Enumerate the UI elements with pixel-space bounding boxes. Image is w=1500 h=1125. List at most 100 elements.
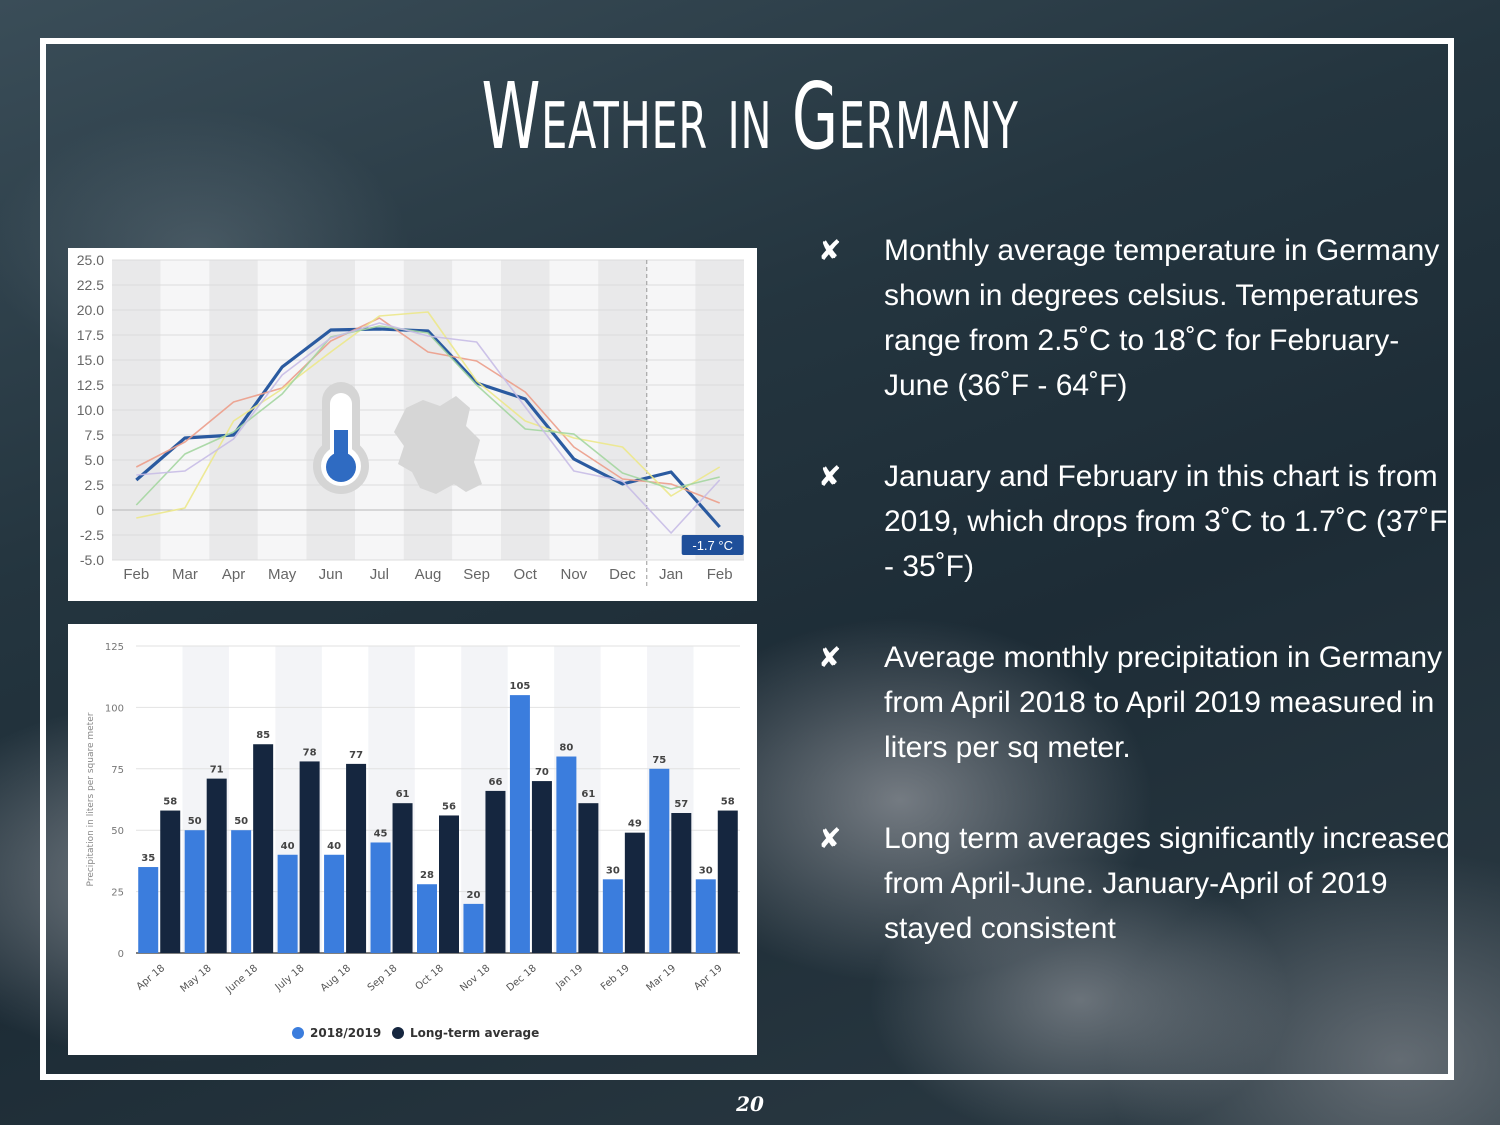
bullet-text: Long term averages significantly increas… bbox=[884, 822, 1453, 945]
x-tick-label: Jul bbox=[370, 566, 389, 583]
bar-2018-2019 bbox=[602, 879, 623, 953]
cross-mark-icon: ✘ bbox=[818, 461, 842, 492]
bar-2018-2019 bbox=[509, 695, 530, 953]
y-tick-label: 0 bbox=[118, 949, 124, 960]
series-line bbox=[136, 322, 721, 534]
y-tick-label: 5.0 bbox=[85, 452, 105, 468]
y-tick-label: 75 bbox=[111, 765, 124, 776]
y-tick-label: 22.5 bbox=[77, 277, 104, 293]
x-tick-label: Oct 18 bbox=[413, 963, 446, 993]
series-line-main bbox=[135, 327, 721, 529]
slide-title: Weather in Germany bbox=[481, 63, 1019, 170]
value-callout bbox=[681, 535, 744, 555]
x-tick-label: Mar 19 bbox=[645, 963, 679, 994]
bar-value-label: 61 bbox=[396, 789, 410, 800]
y-tick-label: 100 bbox=[105, 703, 124, 714]
bar-value-label: 30 bbox=[699, 865, 713, 876]
bar-long-term bbox=[206, 778, 227, 953]
bullet-item: ✘ Long term averages significantly incre… bbox=[818, 816, 1458, 951]
thermometer-bulb-fill bbox=[326, 452, 356, 482]
x-tick-label: Apr 18 bbox=[135, 963, 168, 993]
bar-long-term bbox=[485, 790, 506, 953]
bar-2018-2019 bbox=[370, 842, 391, 953]
x-tick-label: Apr 19 bbox=[692, 963, 725, 993]
x-tick-label: Feb bbox=[123, 566, 149, 583]
x-tick-label: Apr bbox=[222, 566, 245, 583]
bullet-item: ✘ Monthly average temperature in Germany… bbox=[818, 228, 1458, 408]
x-tick-label: Jan 19 bbox=[553, 963, 585, 992]
cross-mark-icon: ✘ bbox=[818, 235, 842, 266]
bar-2018-2019 bbox=[138, 867, 159, 953]
y-tick-label: 15.0 bbox=[77, 352, 104, 368]
bar-long-term bbox=[392, 803, 413, 953]
bar-value-label: 49 bbox=[628, 819, 642, 830]
x-tick-label: Aug 18 bbox=[319, 963, 353, 994]
x-tick-label: June 18 bbox=[223, 963, 260, 996]
x-tick-label: Jun bbox=[319, 566, 343, 583]
bullet-item: ✘ January and February in this chart is … bbox=[818, 454, 1458, 589]
cross-mark-icon: ✘ bbox=[818, 823, 842, 854]
bar-2018-2019 bbox=[556, 756, 577, 953]
x-tick-label: May bbox=[268, 566, 297, 583]
bar-value-label: 61 bbox=[581, 789, 595, 800]
bar-value-label: 56 bbox=[442, 801, 456, 812]
bar-long-term bbox=[531, 781, 552, 953]
bar-value-label: 50 bbox=[234, 816, 248, 827]
x-tick-label: Feb 19 bbox=[599, 963, 632, 993]
bar-value-label: 28 bbox=[420, 870, 434, 881]
bar-2018-2019 bbox=[695, 879, 716, 953]
page-number: 20 bbox=[736, 1092, 764, 1116]
y-tick-label: 50 bbox=[111, 826, 124, 837]
x-tick-label: Aug bbox=[415, 566, 442, 583]
bar-long-term bbox=[717, 810, 738, 953]
bullet-text: January and February in this chart is fr… bbox=[884, 460, 1448, 583]
y-tick-label: 12.5 bbox=[77, 377, 104, 393]
bar-value-label: 20 bbox=[467, 890, 481, 901]
bar-value-label: 58 bbox=[721, 797, 735, 808]
x-tick-label: Nov 18 bbox=[458, 963, 492, 994]
thermometer-icon bbox=[313, 382, 369, 494]
bar-value-label: 85 bbox=[256, 730, 270, 741]
bar-value-label: 78 bbox=[303, 747, 317, 758]
slide-frame bbox=[40, 38, 1454, 1080]
y-tick-label: 7.5 bbox=[85, 427, 105, 443]
bar-value-label: 105 bbox=[509, 681, 530, 692]
bar-2018-2019 bbox=[649, 768, 670, 953]
bar-2018-2019 bbox=[231, 830, 252, 953]
bar-value-label: 45 bbox=[374, 828, 388, 839]
series-line bbox=[136, 311, 721, 519]
bar-value-label: 71 bbox=[210, 765, 224, 776]
x-tick-label: Jan bbox=[659, 566, 683, 583]
x-tick-label: Dec bbox=[609, 566, 636, 583]
bar-value-label: 70 bbox=[535, 767, 549, 778]
bar-value-label: 66 bbox=[489, 777, 503, 788]
y-axis-label: Precipitation in liters per square meter bbox=[86, 712, 96, 886]
x-tick-label: Sep 18 bbox=[366, 963, 400, 994]
legend-marker bbox=[292, 1027, 304, 1039]
bar-2018-2019 bbox=[324, 854, 345, 953]
bar-value-label: 50 bbox=[188, 816, 202, 827]
x-tick-label: Feb bbox=[707, 566, 733, 583]
precipitation-chart-panel: 125 100 75 50 25 0 Precipitation in liters per… bbox=[68, 624, 757, 1055]
y-tick-label: 17.5 bbox=[77, 327, 104, 343]
bar-value-label: 75 bbox=[652, 755, 666, 766]
y-tick-label: 10.0 bbox=[77, 402, 104, 418]
bar-value-label: 58 bbox=[163, 797, 177, 808]
cross-mark-icon: ✘ bbox=[818, 642, 842, 673]
bar-value-label: 35 bbox=[141, 853, 155, 864]
bar-2018-2019 bbox=[417, 884, 437, 953]
bar-2018-2019 bbox=[277, 854, 298, 953]
x-tick-label: Nov bbox=[561, 566, 588, 583]
bullet-list: ✘ Monthly average temperature in Germany… bbox=[818, 228, 1458, 997]
y-tick-label: 20.0 bbox=[77, 302, 104, 318]
bar-value-label: 80 bbox=[559, 743, 573, 754]
bar-long-term bbox=[578, 803, 599, 953]
bullet-text: Monthly average temperature in Germany s… bbox=[884, 234, 1440, 402]
bar-long-term bbox=[299, 761, 320, 953]
bar-long-term bbox=[624, 832, 645, 953]
bullet-item: ✘ Average monthly precipitation in Germa… bbox=[818, 635, 1458, 770]
x-tick-label: Mar bbox=[172, 566, 198, 583]
series-line bbox=[135, 317, 720, 504]
precipitation-bar-chart: 125 100 75 50 25 0 Precipitation in liters per… bbox=[86, 642, 740, 1040]
x-tick-label: Sep bbox=[463, 566, 490, 583]
